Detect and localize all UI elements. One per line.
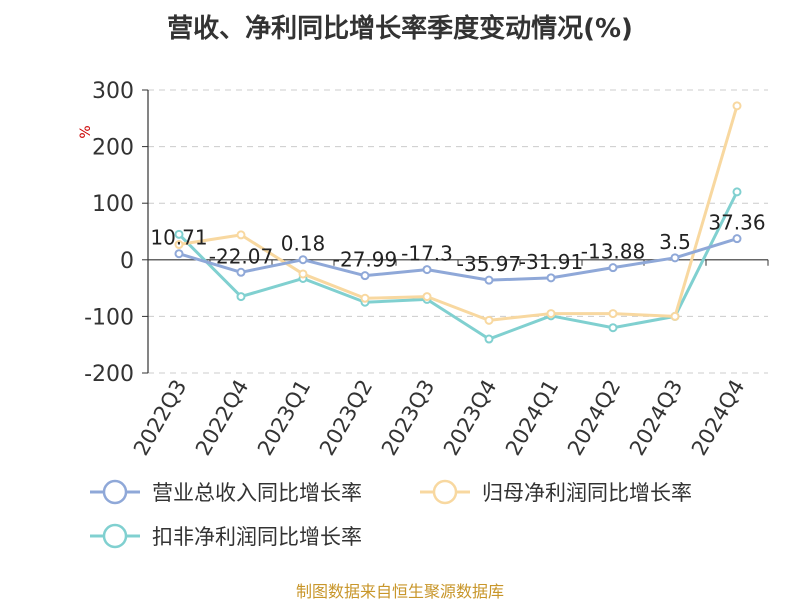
data-point (298, 269, 308, 279)
x-tick-label: 2022Q3 (129, 376, 191, 460)
y-tick-label: -200 (84, 362, 134, 387)
data-label: -31.91 (519, 250, 583, 274)
data-point (360, 293, 370, 303)
data-point (236, 267, 246, 277)
data-point (608, 309, 618, 319)
data-point (422, 292, 432, 302)
source-note: 制图数据来自恒生聚源数据库 (295, 582, 504, 601)
y-tick-label: -100 (84, 305, 134, 330)
data-point (608, 323, 618, 333)
x-tick-label: 2023Q4 (439, 376, 501, 460)
x-tick-label: 2024Q3 (625, 376, 687, 460)
data-point (608, 263, 618, 273)
data-point (174, 229, 184, 239)
data-label: -17.3 (401, 242, 453, 266)
data-label: 10.71 (150, 226, 207, 250)
x-tick-label: 2024Q2 (563, 376, 625, 460)
x-tick-label: 2022Q4 (191, 376, 253, 460)
data-label: -27.99 (333, 248, 397, 272)
data-point (360, 271, 370, 281)
data-point (484, 315, 494, 325)
legend-label: 营业总收入同比增长率 (152, 481, 362, 505)
data-point (298, 255, 308, 265)
series-line (177, 191, 739, 341)
legend-label: 归母净利润同比增长率 (482, 481, 692, 505)
series-line (178, 105, 739, 322)
data-point (174, 249, 184, 259)
data-point (546, 273, 556, 283)
y-tick-label: 100 (92, 192, 134, 217)
data-point (174, 240, 184, 250)
data-point (422, 265, 432, 275)
x-tick-label: 2023Q3 (377, 376, 439, 460)
data-label: 37.36 (708, 211, 765, 235)
data-label: -35.97 (457, 252, 521, 276)
data-point (236, 230, 246, 240)
x-tick-label: 2023Q1 (253, 376, 315, 460)
data-label: 3.5 (659, 230, 691, 254)
data-point (732, 101, 742, 111)
x-tick-label: 2024Q4 (687, 376, 749, 460)
data-point (670, 311, 680, 321)
legend-marker (432, 479, 458, 505)
legend-marker (102, 479, 128, 505)
data-point (484, 275, 494, 285)
data-label: 0.18 (281, 232, 326, 256)
y-tick-label: 300 (92, 79, 134, 104)
y-tick-label: 200 (92, 136, 134, 161)
series-line (178, 237, 738, 282)
data-label: -13.88 (581, 240, 645, 264)
data-point (732, 187, 742, 197)
x-tick-label: 2023Q2 (315, 376, 377, 460)
data-point (546, 309, 556, 319)
chart-title: 营收、净利同比增长率季度变动情况(%) (167, 14, 633, 44)
legend-label: 扣非净利润同比增长率 (152, 525, 362, 549)
data-point (670, 253, 680, 263)
data-point (732, 234, 742, 244)
y-tick-label: 0 (120, 249, 134, 274)
y-axis-unit: % (78, 125, 94, 138)
data-point (484, 334, 494, 344)
legend-marker (102, 523, 128, 549)
data-label: -22.07 (209, 244, 273, 268)
x-tick-label: 2024Q1 (501, 376, 563, 460)
data-point (236, 292, 246, 302)
